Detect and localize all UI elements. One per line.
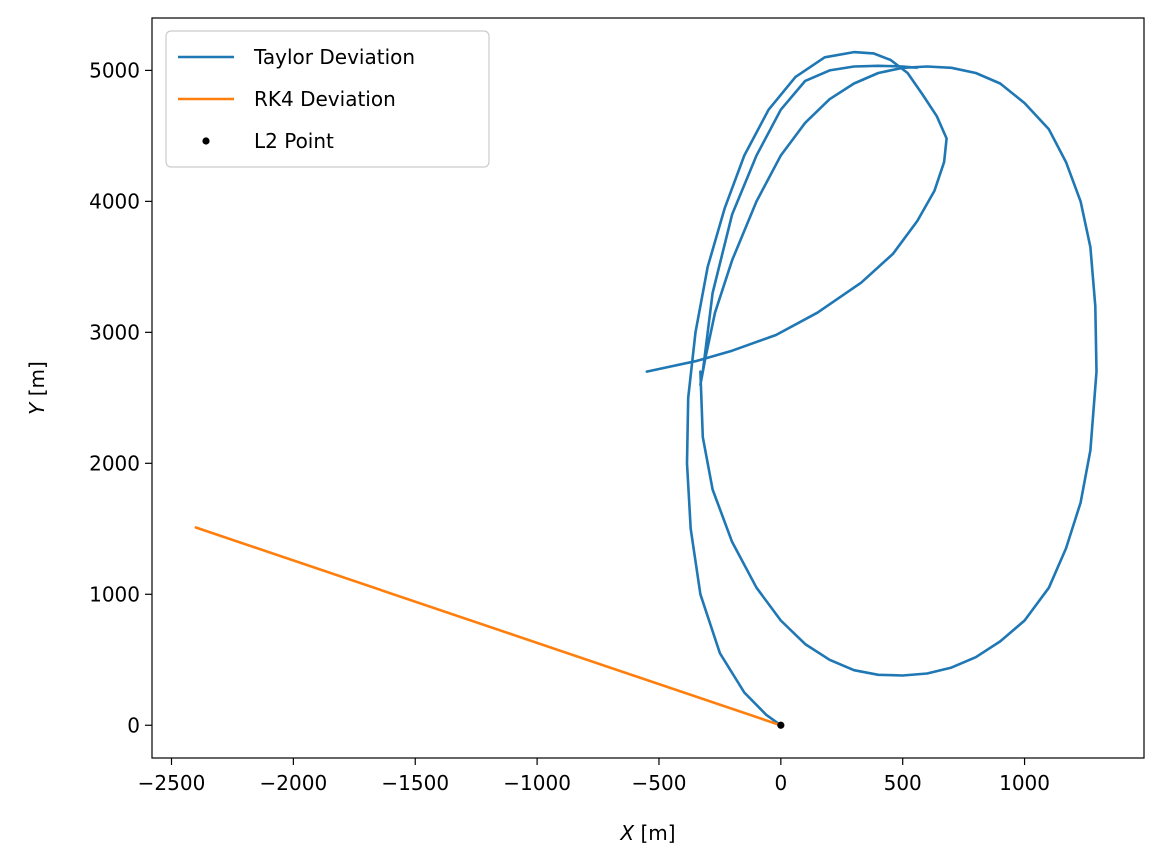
x-tick-label: 0 [774, 771, 787, 795]
y-tick-label: 2000 [89, 451, 140, 475]
plot-frame [151, 17, 1145, 759]
series-taylor-deviation-line-0 [645, 50, 948, 727]
x-tick-label: 1000 [999, 771, 1050, 795]
plot-layer [194, 50, 1098, 729]
legend-swatch-l2-point [202, 137, 210, 145]
x-tick-label: −2500 [138, 771, 206, 795]
x-tick-label: −500 [631, 771, 686, 795]
x-tick-label: 500 [884, 771, 922, 795]
legend: Taylor Deviation RK4 Deviation L2 Point [165, 30, 490, 168]
y-axis-label: Y [m] [25, 361, 49, 415]
x-axis-label: X [m] [619, 821, 675, 845]
x-tick-label: −1500 [381, 771, 449, 795]
legend-label-taylor-deviation: Taylor Deviation [253, 45, 415, 69]
y-tick-label: 4000 [89, 189, 140, 213]
series-taylor-deviation-line-1 [699, 64, 1098, 677]
y-tick-label: 5000 [89, 58, 140, 82]
series-rk4-deviation-line-2 [194, 526, 783, 727]
y-tick-label: 3000 [89, 320, 140, 344]
x-tick-label: −1000 [503, 771, 571, 795]
legend-label-l2-point: L2 Point [254, 129, 334, 153]
x-tick-label: −2000 [260, 771, 328, 795]
y-tick-label: 1000 [89, 582, 140, 606]
y-tick-label: 0 [127, 713, 140, 737]
legend-label-rk4-deviation: RK4 Deviation [254, 87, 396, 111]
y-axis-ticks: 0 1000 2000 3000 4000 5000 [89, 58, 152, 737]
legend-box [165, 30, 490, 168]
x-axis-ticks: −2500 −2000 −1500 −1000 −500 0 500 1000 [138, 758, 1050, 795]
series-l2-point-point [777, 721, 785, 729]
